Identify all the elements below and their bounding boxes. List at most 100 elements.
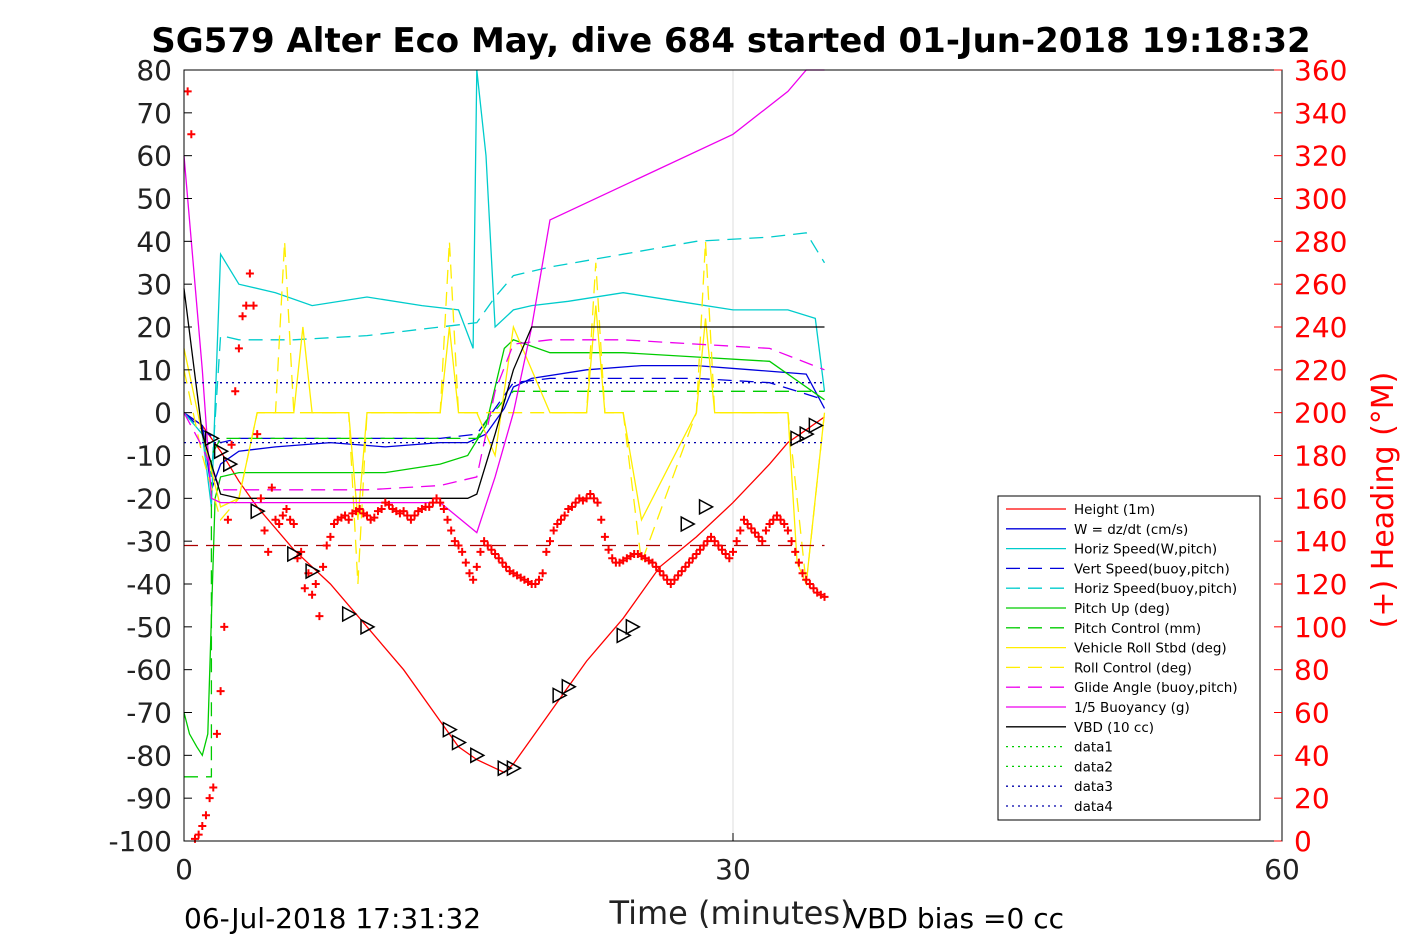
legend: Height (1m) W = dz/dt (cm/s) Horiz Speed(W… bbox=[997, 495, 1261, 821]
legend-label: 1/5 Buoyancy (g) bbox=[1074, 700, 1190, 716]
y2-tick-label: 220 bbox=[1294, 354, 1347, 387]
depth-marker bbox=[305, 562, 321, 580]
heading-point bbox=[747, 524, 756, 533]
y2-tick-label: 280 bbox=[1294, 225, 1347, 258]
heading-point bbox=[736, 526, 745, 535]
y2-tick-label: 340 bbox=[1294, 97, 1347, 130]
heading-point bbox=[791, 547, 800, 556]
y-tick-label: 80 bbox=[136, 54, 172, 87]
y-tick-label: -90 bbox=[126, 782, 172, 815]
heading-point bbox=[231, 387, 240, 396]
depth-marker bbox=[561, 678, 577, 696]
heading-point bbox=[465, 569, 474, 578]
heading-point bbox=[780, 520, 789, 529]
legend-box bbox=[997, 495, 1261, 821]
y2-tick-label: 180 bbox=[1294, 440, 1347, 473]
heading-point bbox=[341, 511, 350, 520]
heading-point bbox=[542, 547, 551, 556]
y-tick-label: -80 bbox=[126, 739, 172, 772]
heading-point bbox=[223, 515, 232, 524]
heading-point bbox=[688, 554, 697, 563]
heading-point bbox=[209, 783, 218, 792]
depth-marker bbox=[213, 442, 230, 460]
heading-point bbox=[699, 541, 708, 550]
y-tick-label: 50 bbox=[136, 183, 172, 216]
legend-label: data3 bbox=[1074, 779, 1113, 795]
depth-marker bbox=[442, 721, 458, 738]
chart-title: SG579 Alter Eco May, dive 684 started 01… bbox=[151, 21, 1310, 61]
heading-point bbox=[476, 547, 485, 556]
heading-point bbox=[721, 550, 730, 559]
x-tick-label: 60 bbox=[1264, 853, 1300, 886]
heading-point bbox=[275, 520, 284, 529]
heading-point bbox=[454, 541, 463, 550]
heading-point bbox=[344, 515, 353, 524]
heading-point bbox=[234, 344, 243, 353]
depth-marker bbox=[360, 618, 376, 636]
heading-point bbox=[805, 580, 814, 588]
heading-point bbox=[546, 537, 554, 546]
heading-point bbox=[553, 520, 562, 529]
heading-point bbox=[308, 590, 317, 599]
heading-point bbox=[311, 580, 320, 588]
depth-marker bbox=[250, 502, 266, 520]
heading-point bbox=[384, 500, 393, 509]
depth-marker bbox=[204, 430, 221, 447]
heading-point bbox=[461, 558, 470, 567]
heading-point bbox=[190, 834, 199, 843]
heading-point bbox=[370, 513, 379, 522]
heading-point bbox=[256, 494, 265, 503]
y2-tick-label: 360 bbox=[1294, 54, 1347, 87]
heading-point bbox=[282, 505, 291, 514]
heading-point bbox=[201, 811, 210, 820]
heading-point bbox=[498, 558, 507, 567]
depth-marker bbox=[698, 498, 715, 516]
heading-point bbox=[428, 498, 437, 507]
heading-point bbox=[531, 580, 540, 588]
legend-label: Pitch Up (deg) bbox=[1074, 601, 1170, 617]
heading-point bbox=[271, 515, 280, 524]
heading-point bbox=[648, 558, 657, 567]
heading-point bbox=[439, 505, 448, 514]
heading-point bbox=[783, 526, 792, 535]
series-pitch-up-deg bbox=[183, 339, 825, 757]
y-tick-label: 20 bbox=[136, 311, 172, 344]
heading-point bbox=[681, 562, 690, 571]
depth-marker bbox=[799, 425, 815, 443]
y-tick-label: -70 bbox=[126, 697, 172, 730]
legend-label: Horiz Speed(buoy,pitch) bbox=[1074, 581, 1237, 597]
heading-point bbox=[472, 562, 481, 571]
heading-point bbox=[319, 562, 328, 571]
y2-tick-label: 240 bbox=[1294, 311, 1347, 344]
heading-point bbox=[410, 511, 419, 520]
heading-point bbox=[458, 547, 467, 556]
legend-label: W = dz/dt (cm/s) bbox=[1074, 522, 1188, 538]
legend-label: data1 bbox=[1074, 740, 1113, 756]
heading-point bbox=[560, 511, 569, 520]
depth-marker bbox=[625, 618, 641, 636]
heading-point bbox=[322, 541, 331, 550]
heading-point bbox=[286, 515, 295, 524]
depth-marker bbox=[680, 515, 696, 533]
heading-point bbox=[432, 494, 441, 503]
depth-marker bbox=[287, 545, 303, 563]
heading-point bbox=[216, 687, 225, 696]
heading-point bbox=[538, 569, 547, 578]
heading-point bbox=[535, 575, 544, 584]
y2-tick-label: 320 bbox=[1294, 140, 1347, 173]
axes-layer: 80706050403020100-10-20-30-40-50-60-70-8… bbox=[108, 54, 1347, 886]
heading-point bbox=[355, 505, 364, 514]
y-tick-label: 70 bbox=[136, 97, 172, 130]
depth-marker bbox=[506, 759, 522, 777]
depth-marker bbox=[497, 759, 513, 777]
heading-point bbox=[502, 562, 511, 571]
heading-point bbox=[300, 584, 309, 593]
heading-point bbox=[696, 545, 705, 554]
heading-point bbox=[750, 528, 759, 537]
heading-point bbox=[809, 584, 818, 593]
legend-label: Vert Speed(buoy,pitch) bbox=[1074, 561, 1230, 577]
y2-tick-label: 200 bbox=[1294, 397, 1347, 430]
y2-tick-label: 0 bbox=[1294, 825, 1312, 858]
heading-point bbox=[787, 537, 796, 546]
